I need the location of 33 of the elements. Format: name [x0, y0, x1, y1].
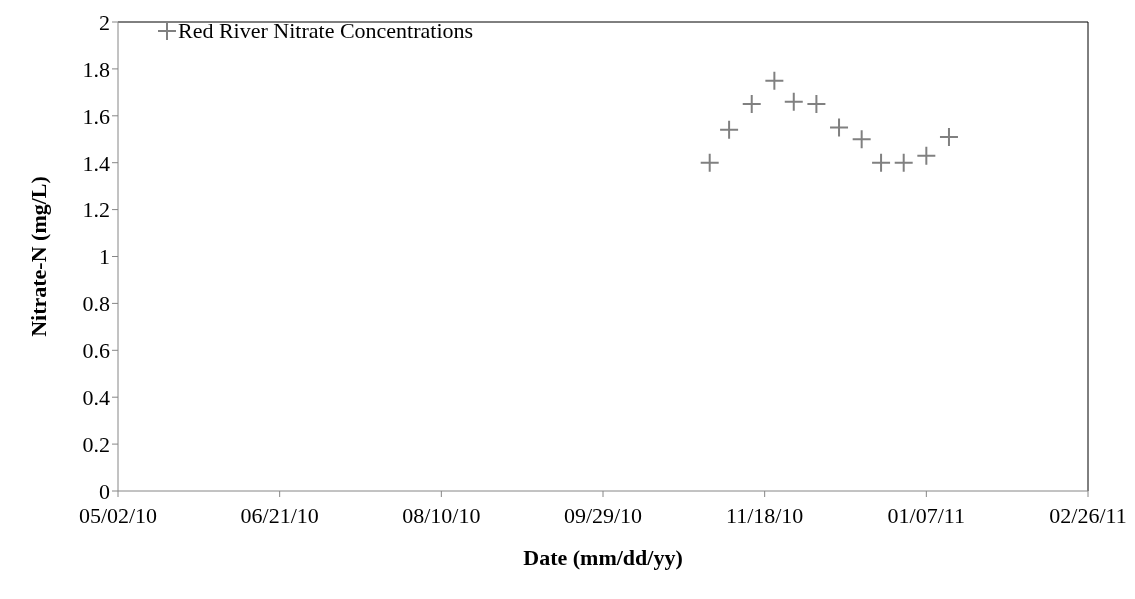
x-tick-label: 08/10/10: [402, 502, 481, 528]
point: [806, 94, 827, 115]
point: [871, 152, 892, 173]
y-tick-label: 1.2: [82, 197, 110, 223]
x-axis-title: Date (mm/dd/yy): [523, 545, 683, 570]
y-axis-title: Nitrate-N (mg/L): [25, 176, 51, 337]
legend-label: Red River Nitrate Concentrations: [178, 18, 474, 44]
point: [741, 94, 762, 115]
point: [938, 126, 959, 147]
x-tick-label: 09/29/10: [563, 502, 643, 528]
y-tick-label: 0.6: [82, 338, 110, 364]
y-tick-label: 1.6: [82, 103, 110, 129]
point: [916, 145, 937, 166]
y-tick-label: 2: [99, 9, 110, 35]
x-tick-label: 02/26/11: [1049, 502, 1127, 528]
y-tick-label: 0.4: [82, 385, 110, 411]
point: [764, 70, 785, 91]
y-tick-label: 0: [99, 478, 110, 504]
point: [893, 152, 914, 173]
point: [699, 152, 720, 173]
x-tick-label: 01/07/11: [887, 502, 966, 528]
point: [851, 129, 872, 150]
point: [719, 119, 740, 140]
y-tick-label: 0.2: [82, 431, 110, 457]
y-tick-label: 0.8: [82, 291, 110, 317]
point: [783, 91, 804, 112]
y-tick-label: 1.8: [82, 56, 110, 82]
y-tick-label: 1.4: [82, 150, 110, 176]
point: [829, 117, 850, 138]
x-tick-label: 11/18/10: [725, 502, 804, 528]
x-tick-label: 06/21/10: [240, 502, 319, 528]
x-tick-label: 05/02/10: [78, 502, 158, 528]
y-tick-label: 1: [99, 244, 110, 270]
